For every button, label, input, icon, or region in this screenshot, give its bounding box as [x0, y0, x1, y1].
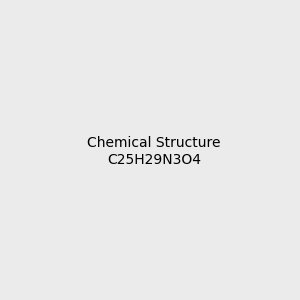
Text: Chemical Structure
C25H29N3O4: Chemical Structure C25H29N3O4: [87, 136, 220, 166]
